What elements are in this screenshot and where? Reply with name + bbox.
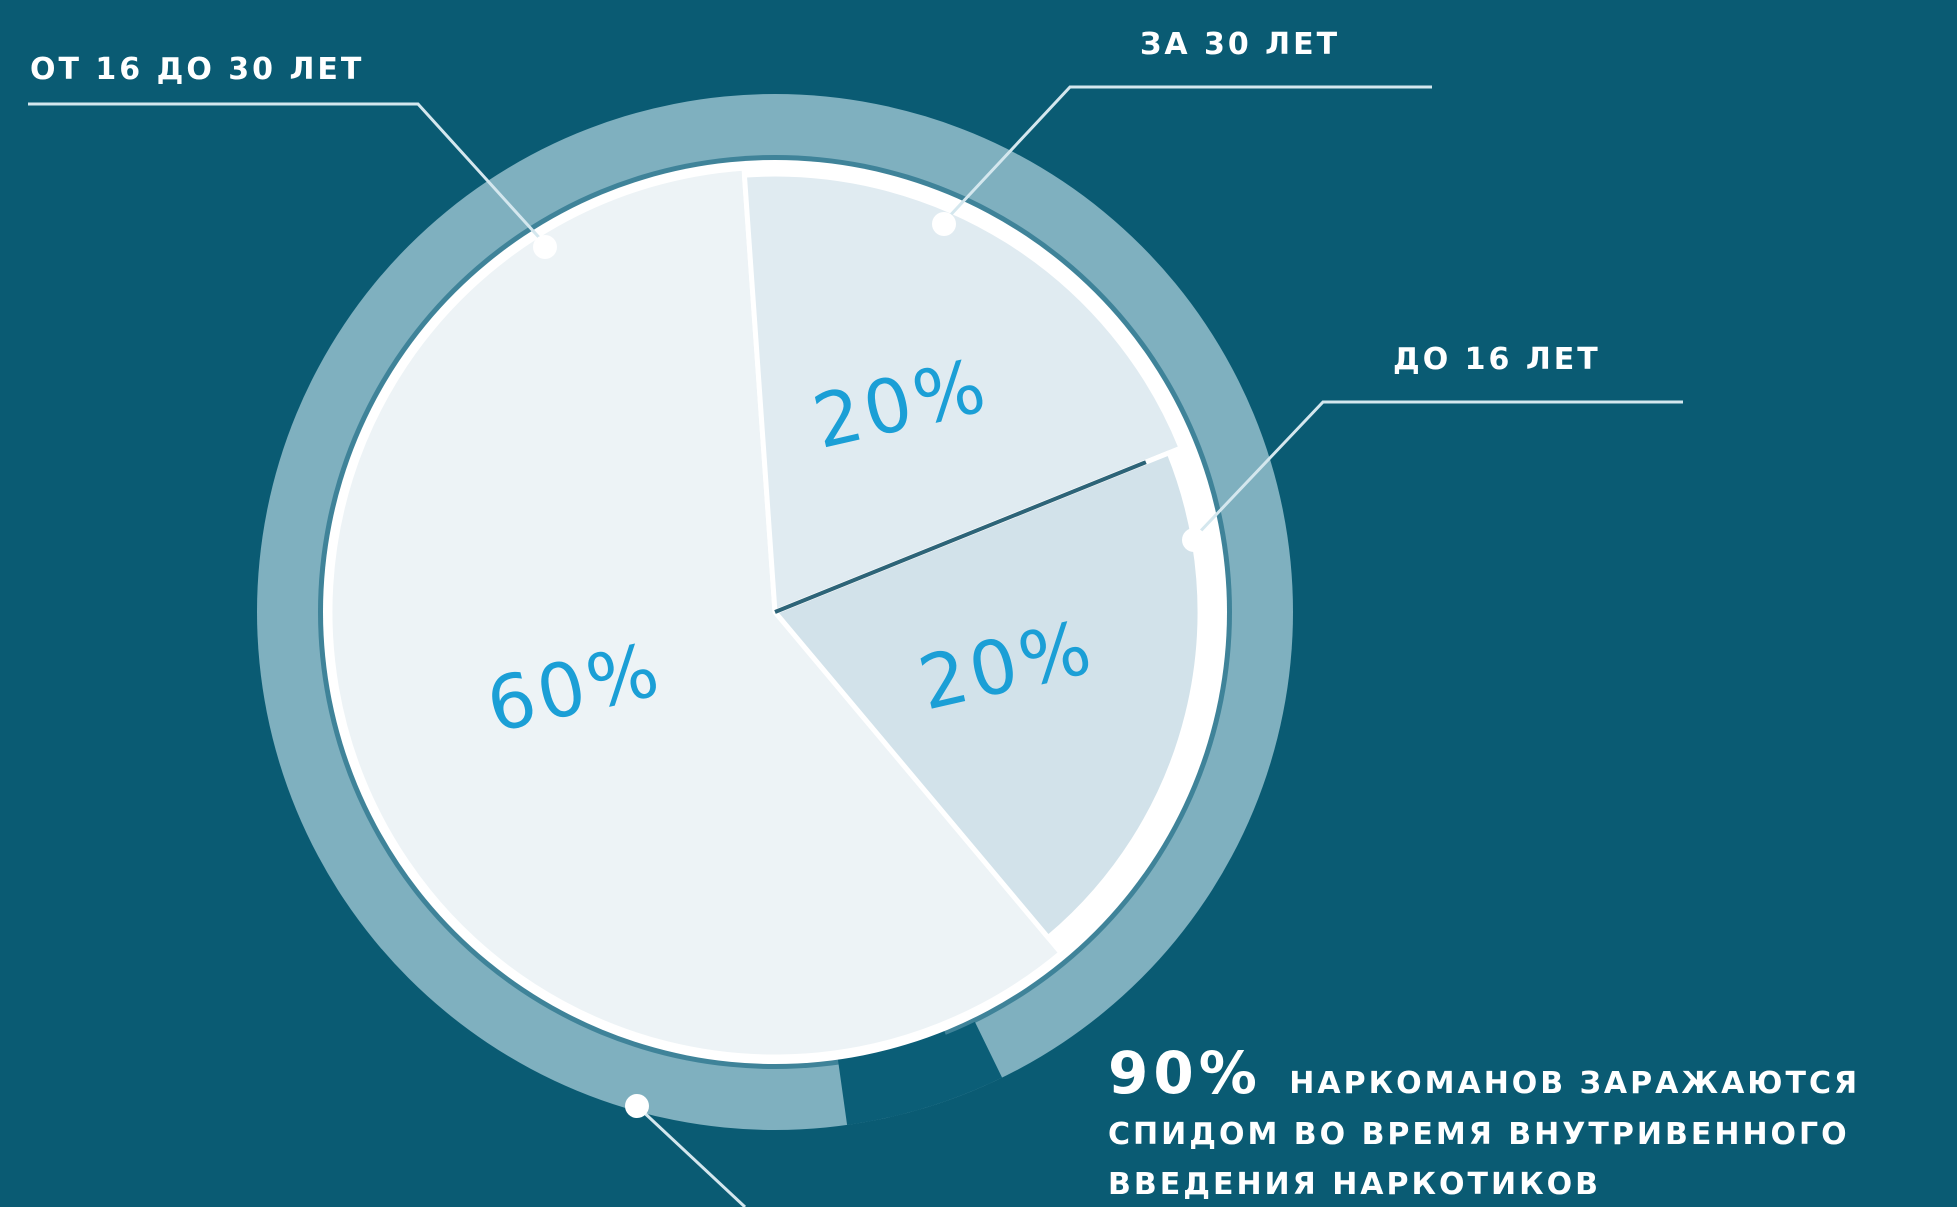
leader-dot-over-30: [932, 212, 956, 236]
footnote-highlight: 90%: [1108, 1039, 1262, 1107]
slice-separator: [774, 460, 1147, 614]
leader-line-over-30: [942, 85, 1432, 224]
leader-line-footnote: [635, 1104, 747, 1207]
leader-lines: [28, 85, 1683, 1207]
footnote-line-1-text: НАРКОМАНОВ ЗАРАЖАЮТСЯ: [1289, 1066, 1860, 1101]
footnote-line-2: СПИДОМ ВО ВРЕМЯ ВНУТРИВЕННОГО: [1108, 1117, 1850, 1152]
leader-dot-under-16: [1182, 528, 1206, 552]
label-over-30: ЗА 30 ЛЕТ: [1140, 27, 1340, 62]
slice-from-16-to-30: [327, 165, 1064, 1060]
leader-line-under-16: [1192, 400, 1683, 540]
footnote: 90% НАРКОМАНОВ ЗАРАЖАЮТСЯ СПИДОМ ВО ВРЕМ…: [1108, 1039, 1860, 1202]
label-under-16: ДО 16 ЛЕТ: [1393, 342, 1601, 377]
leader-dot-from-16-to-30: [533, 235, 557, 259]
footnote-line-1: 90% НАРКОМАНОВ ЗАРАЖАЮТСЯ: [1108, 1039, 1860, 1107]
slice-over-30: [741, 171, 1184, 615]
footnote-line-3: ВВЕДЕНИЯ НАРКОТИКОВ: [1108, 1167, 1601, 1202]
pie-slices: [323, 160, 1227, 1064]
slice-under-16: [772, 450, 1203, 941]
leader-dot-footnote: [625, 1094, 649, 1118]
label-from-16-to-30: ОТ 16 ДО 30 ЛЕТ: [30, 52, 364, 87]
ring-accent-notch: [836, 1005, 1003, 1125]
leader-line-from-16-to-30: [28, 102, 547, 246]
